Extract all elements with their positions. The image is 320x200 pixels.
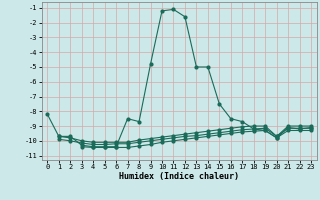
- X-axis label: Humidex (Indice chaleur): Humidex (Indice chaleur): [119, 172, 239, 181]
